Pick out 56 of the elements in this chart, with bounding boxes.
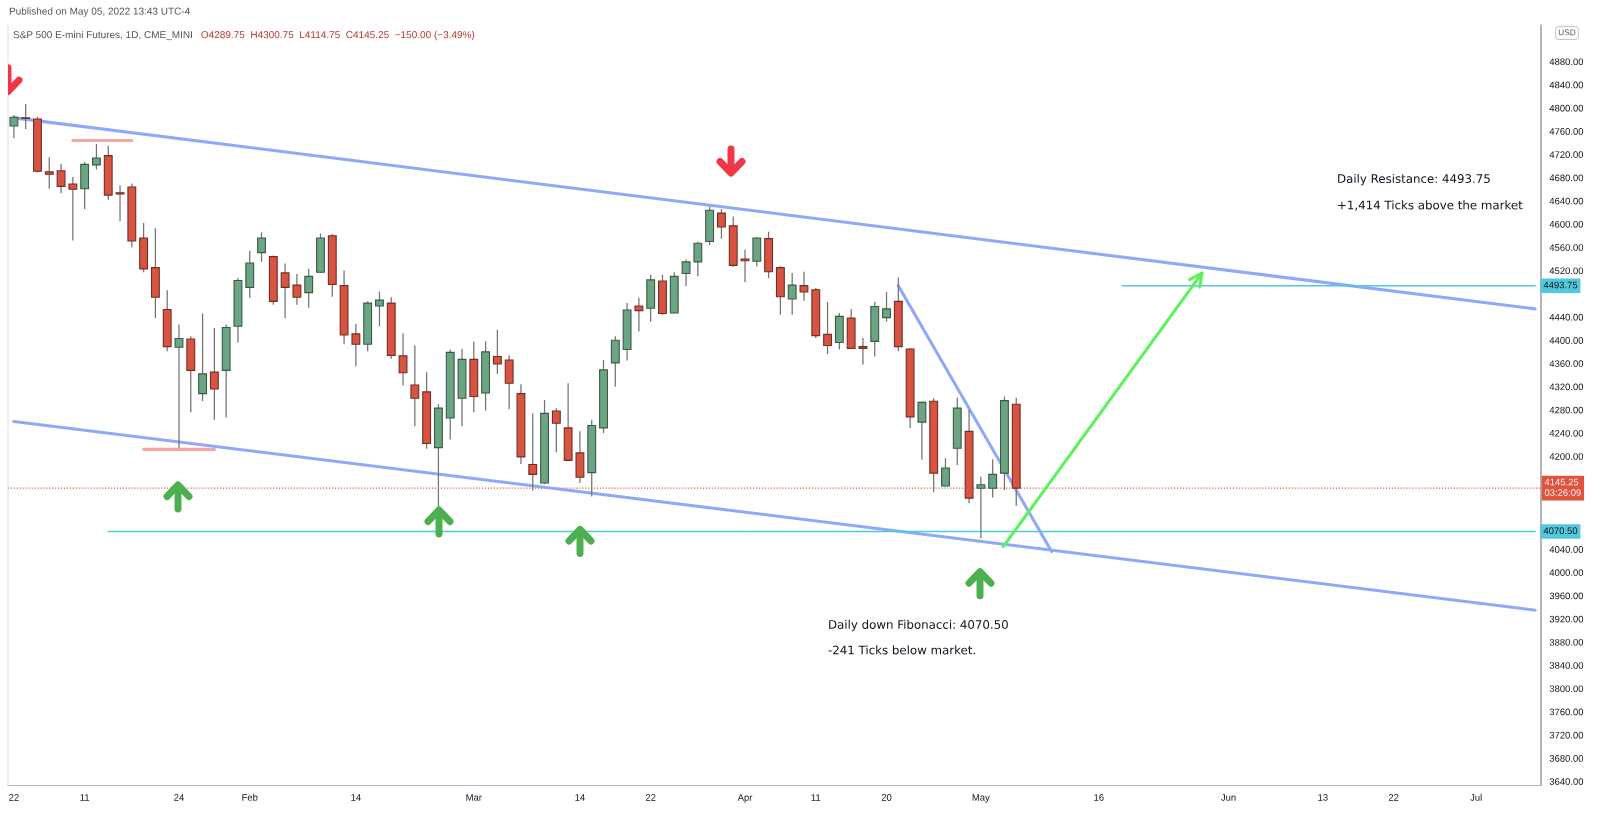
- y-tick-label: 3760.00: [1549, 708, 1584, 716]
- x-tick-label: 14: [351, 794, 361, 801]
- x-tick-label: 20: [881, 794, 892, 801]
- y-tick-label: 4280.00: [1549, 406, 1584, 414]
- x-tick-label: 13: [1318, 794, 1328, 801]
- y-tick-label: 4040.00: [1549, 546, 1584, 553]
- y-tick-label: 4200.00: [1549, 453, 1584, 460]
- x-tick-label: 24: [174, 794, 184, 801]
- annotation: +1,414 Ticks above the market: [1338, 200, 1523, 211]
- y-tick-label: 3960.00: [1549, 592, 1584, 600]
- text: O4289.75 H4300.75 L4114.75 C4145.25 −150.00 (−3.49%): [201, 30, 475, 41]
- y-tick-label: 4360.00: [1549, 360, 1584, 367]
- x-tick-label: Feb: [242, 793, 258, 801]
- ref-line-label: 4145.25 03:26:09: [1544, 478, 1581, 496]
- y-tick-label: 4560.00: [1549, 244, 1584, 251]
- y-tick-label: 3920.00: [1549, 615, 1584, 623]
- y-tick-label: 4760.00: [1549, 128, 1584, 135]
- x-tick-label: 11: [80, 794, 90, 801]
- x-tick-label: 22: [645, 794, 656, 801]
- x-tick-label: 14: [575, 794, 585, 801]
- data-label: 4493.75: [1543, 281, 1578, 289]
- x-tick-label: 22: [9, 794, 19, 801]
- y-tick-label: 4520.00: [1549, 267, 1584, 275]
- y-tick-label: 4720.00: [1549, 151, 1584, 158]
- y-tick-label: 3840.00: [1549, 662, 1584, 669]
- y-tick-label: 4800.00: [1549, 104, 1584, 112]
- data-label: 4070.50: [1543, 527, 1578, 535]
- x-tick-label: 11: [811, 794, 821, 801]
- annotation: Daily Resistance: 4493.75: [1338, 173, 1490, 186]
- y-tick-label: 4240.00: [1549, 429, 1584, 437]
- y-tick-label: 4640.00: [1549, 197, 1584, 205]
- y-tick-label: 3720.00: [1549, 731, 1584, 739]
- x-tick-label: Jun: [1221, 794, 1236, 801]
- y-tick-label: 3640.00: [1549, 778, 1584, 785]
- x-tick-label: Apr: [737, 794, 753, 803]
- y-tick-label: 4000.00: [1549, 569, 1584, 576]
- annotation: Daily down Fibonacci: 4070.50: [829, 619, 1008, 632]
- x-tick-label: 16: [1094, 794, 1104, 801]
- text: Published on May 05, 2022 13:43 UTC-4: [9, 7, 190, 17]
- y-tick-label: 4840.00: [1549, 81, 1584, 89]
- text: S&P 500 E-mini Futures, 1D, CME_MINI: [13, 30, 192, 41]
- y-tick-label: 3680.00: [1549, 755, 1584, 762]
- y-axis-title: USD: [1558, 29, 1576, 36]
- y-tick-label: 4880.00: [1549, 58, 1584, 66]
- x-tick-label: 22: [1388, 794, 1399, 801]
- y-tick-label: 4440.00: [1549, 313, 1584, 321]
- y-tick-label: 4680.00: [1549, 174, 1584, 182]
- y-tick-label: 3800.00: [1549, 685, 1584, 693]
- x-tick-label: Jul: [1470, 793, 1482, 801]
- y-tick-label: 4400.00: [1549, 337, 1584, 344]
- y-tick-label: 3880.00: [1549, 638, 1584, 646]
- annotation: -241 Ticks below market.: [828, 645, 975, 655]
- x-tick-label: May: [972, 794, 990, 803]
- x-tick-label: Mar: [466, 794, 482, 801]
- y-tick-label: 4600.00: [1549, 220, 1584, 228]
- y-tick-label: 4320.00: [1549, 383, 1584, 391]
